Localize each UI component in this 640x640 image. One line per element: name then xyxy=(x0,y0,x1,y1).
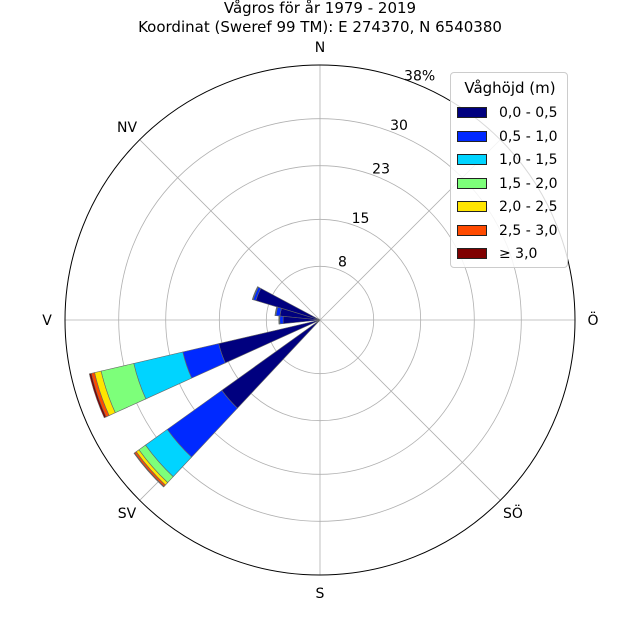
legend-swatch xyxy=(457,224,487,236)
legend-item: 1,5 - 2,0 xyxy=(457,174,567,194)
legend-label: 0,0 - 0,5 xyxy=(499,105,558,121)
grid-ring xyxy=(118,118,522,522)
rose-bar-segment xyxy=(88,372,107,419)
legend-item: 1,0 - 1,5 xyxy=(457,150,567,170)
rose-bar-segment xyxy=(278,315,280,325)
radial-tick-label: 38% xyxy=(404,68,435,84)
grid-spoke xyxy=(319,319,501,501)
rose-bars xyxy=(88,286,321,488)
radial-tick-label: 23 xyxy=(372,161,390,177)
legend-title: Våghöjd (m) xyxy=(464,79,556,97)
grid-ring xyxy=(218,218,422,422)
direction-label: SV xyxy=(118,506,137,522)
legend-label: 2,5 - 3,0 xyxy=(499,222,558,239)
legend-swatch xyxy=(457,107,487,118)
outer-ring xyxy=(64,64,576,576)
legend-label: 2,0 - 2,5 xyxy=(499,199,558,215)
legend-item: 2,0 - 2,5 xyxy=(457,197,567,217)
grid-ring xyxy=(165,165,475,475)
legend-item: ≥ 3,0 xyxy=(457,244,567,264)
legend-swatch xyxy=(457,177,487,189)
direction-label: NV xyxy=(117,120,137,136)
legend-label: 1,0 - 1,5 xyxy=(499,152,558,168)
legend-label: 0,5 - 1,0 xyxy=(499,128,558,145)
legend-label: 1,5 - 2,0 xyxy=(499,175,558,192)
grid-spoke xyxy=(139,139,321,321)
radial-tick-label: 30 xyxy=(390,118,408,134)
legend-swatch xyxy=(457,154,487,165)
rose-bar-segment xyxy=(133,452,165,488)
legend-swatch xyxy=(457,130,487,142)
rose-bar-segment xyxy=(274,306,278,316)
legend-swatch xyxy=(457,248,487,259)
chart-subtitle: Koordinat (Sweref 99 TM): E 274370, N 65… xyxy=(138,18,502,36)
direction-label: Ö xyxy=(587,311,598,329)
direction-label: N xyxy=(315,40,325,56)
grid-ring xyxy=(265,265,375,375)
chart-title: Vågros för år 1979 - 2019 xyxy=(223,0,417,17)
direction-label: S xyxy=(316,586,325,602)
rose-bar-segment xyxy=(251,286,259,300)
axis-labels: 8 15 23 30 38% N Ö SÖ S SV V NV xyxy=(42,40,598,602)
direction-label: SÖ xyxy=(503,504,523,522)
legend-item: 0,0 - 0,5 xyxy=(457,103,567,123)
legend-item: 2,5 - 3,0 xyxy=(457,221,567,241)
radial-tick-label: 15 xyxy=(352,211,370,227)
legend-item: 0,5 - 1,0 xyxy=(457,127,567,147)
legend-label: ≥ 3,0 xyxy=(499,246,538,262)
legend: Våghöjd (m) 0,0 - 0,5 0,5 - 1,0 1,0 - 1,5 1… xyxy=(450,72,568,268)
direction-label: V xyxy=(42,313,52,329)
rose-bar-segment xyxy=(279,315,284,325)
radial-tick-label: 8 xyxy=(338,254,347,270)
legend-swatch xyxy=(457,201,487,212)
